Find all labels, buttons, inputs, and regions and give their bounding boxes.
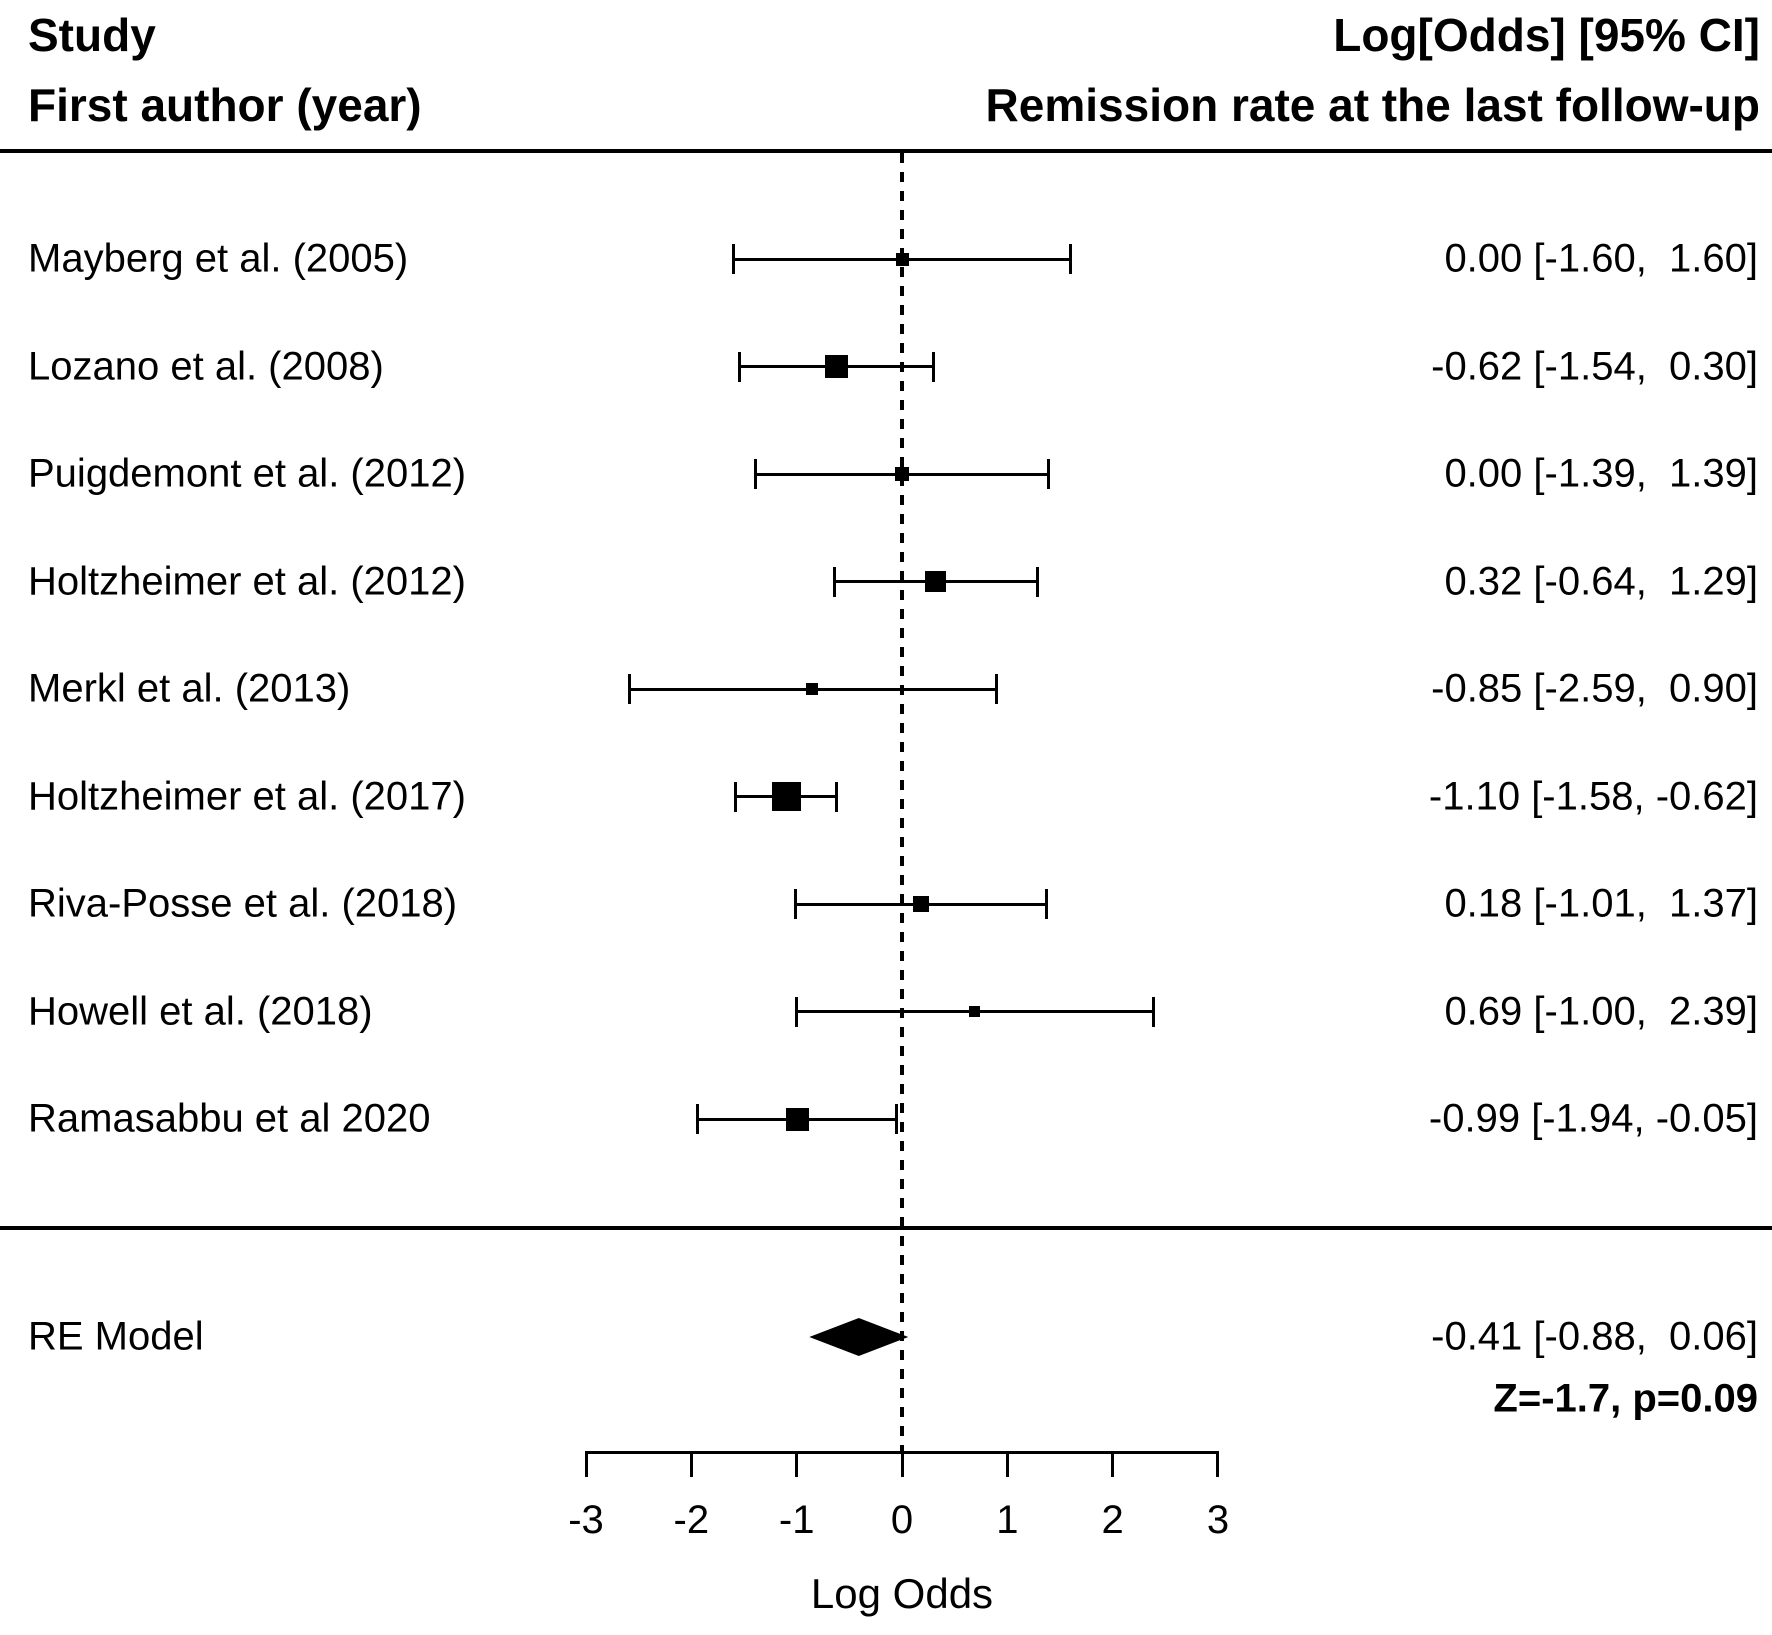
ci-cap-right — [1036, 566, 1040, 597]
study-label: Puigdemont et al. (2012) — [28, 451, 467, 496]
estimate-value: -0.85 [-2.59, 0.90] — [1431, 666, 1758, 711]
study-label: Riva-Posse et al. (2018) — [28, 881, 458, 926]
header-study: Study — [28, 9, 156, 61]
ci-cap-right — [1044, 889, 1048, 919]
x-axis-tick-label: -2 — [673, 1498, 710, 1542]
ci-cap-left — [794, 889, 798, 919]
effect-square — [925, 571, 947, 592]
x-axis-tick-label: 3 — [1206, 1498, 1230, 1542]
ci-cap-right — [835, 781, 839, 812]
summary-estimate-value: -0.41 [-0.88, 0.06] — [1431, 1314, 1758, 1359]
x-axis-tick-label: 1 — [996, 1498, 1019, 1542]
x-axis-tick — [689, 1451, 693, 1477]
summary-stats: Z=-1.7, p=0.09 — [1493, 1376, 1758, 1421]
ci-cap-right — [995, 674, 999, 704]
header-separator-rule — [0, 149, 1772, 153]
study-label: Howell et al. (2018) — [28, 989, 373, 1033]
x-axis-tick — [900, 1451, 904, 1477]
x-axis-tick — [795, 1451, 799, 1477]
x-axis-tick — [1005, 1451, 1009, 1477]
re-model-label: RE Model — [28, 1314, 204, 1359]
estimate-value: -0.62 [-1.54, 0.30] — [1431, 344, 1758, 388]
effect-square — [895, 252, 909, 266]
x-axis-tick — [584, 1451, 588, 1477]
ci-cap-right — [1152, 996, 1156, 1027]
ci-cap-left — [627, 674, 631, 704]
ci-cap-right — [932, 351, 936, 382]
ci-cap-left — [734, 781, 738, 812]
ci-cap-right — [1046, 459, 1050, 489]
summary-separator-rule — [0, 1226, 1772, 1230]
effect-square — [895, 467, 909, 481]
header-log-odds-ci: Log[Odds] [95% CI] — [1333, 9, 1760, 61]
effect-square — [771, 782, 801, 811]
estimate-value: 0.00 [-1.60, 1.60] — [1444, 236, 1758, 281]
ci-cap-left — [833, 566, 837, 597]
ci-cap-left — [696, 1104, 700, 1134]
estimate-value: 0.18 [-1.01, 1.37] — [1444, 881, 1758, 926]
ci-cap-right — [1069, 244, 1073, 274]
ci-cap-left — [738, 351, 742, 382]
ci-cap-left — [731, 244, 735, 274]
effect-square — [806, 683, 819, 695]
ci-cap-left — [795, 996, 799, 1027]
x-axis-tick-label: -3 — [568, 1498, 604, 1542]
effect-square — [912, 896, 929, 912]
x-axis-tick — [1111, 1451, 1115, 1477]
estimate-value: -0.99 [-1.94, -0.05] — [1428, 1096, 1758, 1141]
summary-diamond — [809, 1318, 909, 1356]
estimate-value: 0.32 [-0.64, 1.29] — [1444, 559, 1758, 603]
ci-cap-right — [895, 1104, 899, 1134]
study-label: Mayberg et al. (2005) — [28, 236, 409, 281]
estimate-value: 0.69 [-1.00, 2.39] — [1444, 989, 1758, 1033]
x-axis-tick-label: 0 — [890, 1498, 914, 1542]
x-axis-title: Log Odds — [810, 1570, 994, 1617]
ci-cap-left — [754, 459, 758, 489]
study-label: Lozano et al. (2008) — [28, 344, 384, 388]
effect-square — [786, 1107, 810, 1131]
study-label: Merkl et al. (2013) — [28, 666, 351, 711]
study-label: Holtzheimer et al. (2012) — [28, 559, 466, 603]
effect-square — [969, 1006, 981, 1017]
zero-reference-line — [900, 153, 904, 1451]
x-axis-tick — [1216, 1451, 1220, 1477]
study-label: Holtzheimer et al. (2017) — [28, 774, 466, 818]
header-remission-rate: Remission rate at the last follow-up — [985, 79, 1760, 131]
effect-square — [825, 355, 849, 378]
header-first-author-year: First author (year) — [28, 79, 422, 131]
estimate-value: -1.10 [-1.58, -0.62] — [1428, 774, 1758, 818]
x-axis-tick-label: -1 — [778, 1498, 815, 1542]
study-label: Ramasabbu et al 2020 — [28, 1096, 431, 1141]
x-axis-tick-label: 2 — [1101, 1498, 1124, 1542]
estimate-value: 0.00 [-1.39, 1.39] — [1444, 451, 1758, 496]
